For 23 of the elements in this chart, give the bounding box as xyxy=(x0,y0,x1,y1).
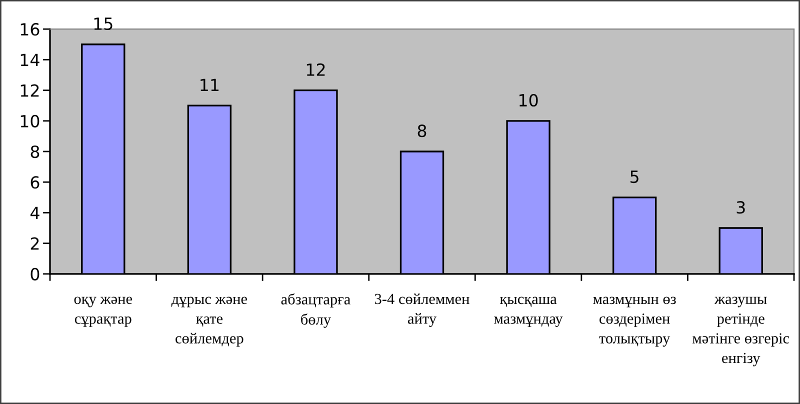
y-tick-label: 16 xyxy=(20,23,40,36)
y-tick-label: 8 xyxy=(30,145,40,158)
data-label: 3 xyxy=(736,201,745,214)
y-tick-label: 2 xyxy=(30,237,39,250)
data-label: 10 xyxy=(520,94,538,107)
y-tick-label: 10 xyxy=(20,114,40,128)
x-tick-label: дұрыс және қате сөйлемдер xyxy=(171,296,248,347)
y-tick-label: 4 xyxy=(30,206,40,220)
x-tick-label: жазушы ретінде мәтінге өзгеріс енгізу xyxy=(692,296,790,366)
x-tick-label: мазмұнын өз сөздерімен толықтыру xyxy=(593,296,676,347)
data-label: 5 xyxy=(630,170,638,184)
y-tick-label: 0 xyxy=(30,268,40,280)
x-tick-label: 3-4 сөйлеммен айту xyxy=(374,294,470,327)
x-tick-label: қысқаша мазмұндау xyxy=(494,296,563,327)
y-tick-label: 6 xyxy=(30,176,40,189)
data-label: 12 xyxy=(306,63,325,76)
x-tick-label: абзацтарға бөлу xyxy=(281,293,350,328)
data-label: 11 xyxy=(200,78,218,92)
y-tick-label: 14 xyxy=(20,54,40,66)
data-label: 15 xyxy=(94,18,112,30)
data-label: 8 xyxy=(418,124,426,138)
y-tick-label: 12 xyxy=(20,84,39,97)
x-tick-label: оқу және сұрақтар xyxy=(74,296,132,327)
